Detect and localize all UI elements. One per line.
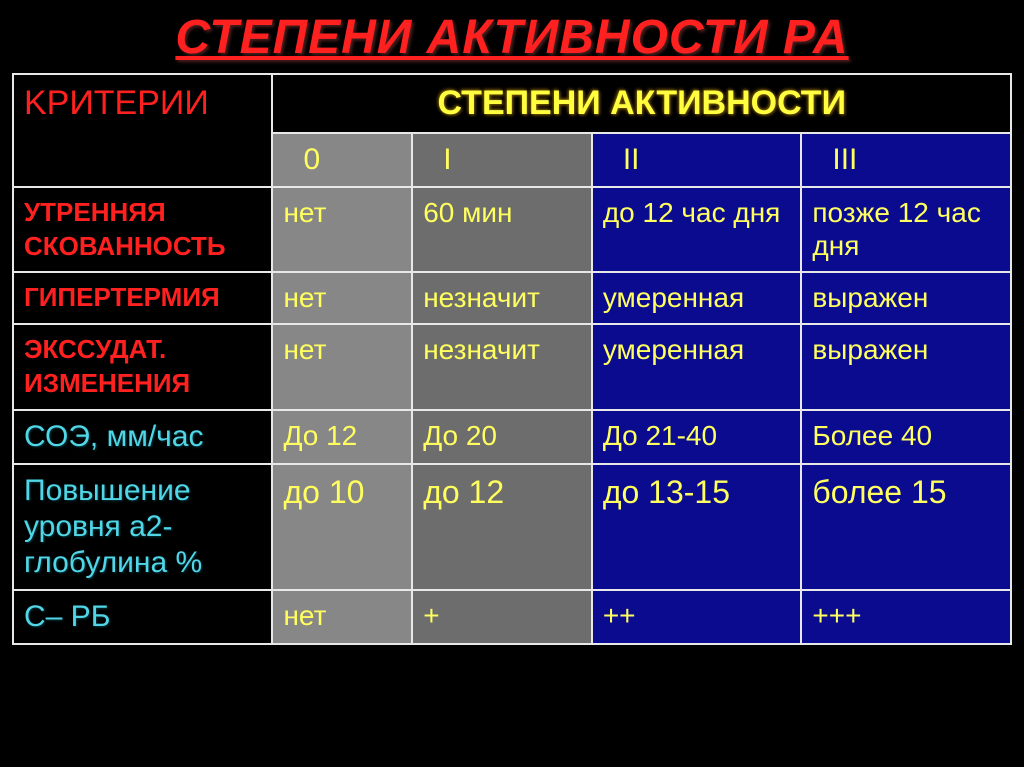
col-2: II [592,133,802,187]
cell: + [412,590,592,644]
row-label: С– РБ [13,590,272,644]
cell: нет [272,590,412,644]
cell: нет [272,324,412,410]
col-0: 0 [272,133,412,187]
table-row: ГИПЕРТЕРМИЯ нет незначит умеренная выраж… [13,272,1011,324]
cell: умеренная [592,272,802,324]
cell: более 15 [801,464,1011,590]
header-criteria: KPИТЕРИИ [13,74,272,187]
slide-title: СТЕПЕНИ АКТИВНОСТИ РА [12,10,1012,65]
table-row: СОЭ, мм/час До 12 До 20 До 21-40 Более 4… [13,410,1011,464]
cell: выражен [801,272,1011,324]
header-span: СТЕПЕНИ АКТИВНОСТИ [272,74,1011,133]
cell: позже 12 час дня [801,187,1011,273]
row-label: Повышение уровня а2-глобулина % [13,464,272,590]
cell: незначит [412,324,592,410]
cell: нет [272,272,412,324]
row-label: СОЭ, мм/час [13,410,272,464]
table-row: Повышение уровня а2-глобулина % до 10 до… [13,464,1011,590]
cell: умеренная [592,324,802,410]
row-label: ГИПЕРТЕРМИЯ [13,272,272,324]
cell: незначит [412,272,592,324]
table-row: УТРЕННЯЯ СКОВАННОСТЬ нет 60 мин до 12 ча… [13,187,1011,273]
cell: до 12 [412,464,592,590]
header-row-1: KPИТЕРИИ СТЕПЕНИ АКТИВНОСТИ [13,74,1011,133]
cell: 60 мин [412,187,592,273]
cell: выражен [801,324,1011,410]
col-3: III [801,133,1011,187]
cell: до 13-15 [592,464,802,590]
slide: СТЕПЕНИ АКТИВНОСТИ РА KPИТЕРИИ СТЕПЕНИ А… [0,0,1024,767]
cell: ++ [592,590,802,644]
cell: До 20 [412,410,592,464]
cell: Более 40 [801,410,1011,464]
row-label: ЭКССУДАТ. ИЗМЕНЕНИЯ [13,324,272,410]
cell: +++ [801,590,1011,644]
activity-table: KPИТЕРИИ СТЕПЕНИ АКТИВНОСТИ 0 I II III У… [12,73,1012,645]
table-row: С– РБ нет + ++ +++ [13,590,1011,644]
col-1: I [412,133,592,187]
cell: До 12 [272,410,412,464]
cell: до 10 [272,464,412,590]
cell: До 21-40 [592,410,802,464]
cell: до 12 час дня [592,187,802,273]
table-row: ЭКССУДАТ. ИЗМЕНЕНИЯ нет незначит умеренн… [13,324,1011,410]
cell: нет [272,187,412,273]
row-label: УТРЕННЯЯ СКОВАННОСТЬ [13,187,272,273]
